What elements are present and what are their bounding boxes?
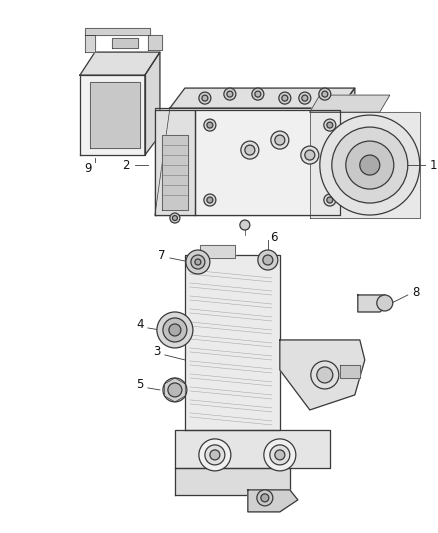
Circle shape bbox=[264, 439, 296, 471]
Polygon shape bbox=[340, 365, 360, 378]
Circle shape bbox=[324, 194, 336, 206]
Circle shape bbox=[317, 367, 333, 383]
Polygon shape bbox=[80, 52, 160, 75]
Circle shape bbox=[252, 88, 264, 100]
Polygon shape bbox=[85, 28, 150, 35]
Circle shape bbox=[301, 146, 319, 164]
Circle shape bbox=[204, 194, 216, 206]
Polygon shape bbox=[162, 135, 188, 210]
Circle shape bbox=[324, 119, 336, 131]
Circle shape bbox=[271, 131, 289, 149]
Circle shape bbox=[270, 445, 290, 465]
Circle shape bbox=[327, 197, 333, 203]
Circle shape bbox=[302, 95, 308, 101]
Polygon shape bbox=[340, 88, 355, 215]
Polygon shape bbox=[148, 35, 162, 50]
Circle shape bbox=[261, 494, 269, 502]
Polygon shape bbox=[280, 340, 365, 410]
Circle shape bbox=[241, 141, 259, 159]
Circle shape bbox=[377, 295, 393, 311]
Polygon shape bbox=[170, 88, 355, 108]
Circle shape bbox=[360, 155, 380, 175]
Circle shape bbox=[311, 361, 339, 389]
Text: 3: 3 bbox=[154, 345, 161, 359]
Circle shape bbox=[199, 92, 211, 104]
Circle shape bbox=[322, 91, 328, 97]
Circle shape bbox=[258, 250, 278, 270]
Text: 6: 6 bbox=[270, 230, 277, 244]
Circle shape bbox=[163, 318, 187, 342]
Circle shape bbox=[279, 92, 291, 104]
Polygon shape bbox=[310, 112, 420, 218]
Text: 9: 9 bbox=[84, 161, 92, 174]
Circle shape bbox=[275, 135, 285, 145]
Circle shape bbox=[204, 119, 216, 131]
Circle shape bbox=[327, 122, 333, 128]
Circle shape bbox=[173, 215, 177, 221]
Text: 4: 4 bbox=[136, 318, 144, 332]
Polygon shape bbox=[195, 110, 340, 215]
Text: 8: 8 bbox=[412, 286, 419, 300]
Circle shape bbox=[320, 115, 420, 215]
Polygon shape bbox=[155, 110, 195, 215]
Circle shape bbox=[186, 250, 210, 274]
Text: 7: 7 bbox=[159, 248, 166, 262]
Circle shape bbox=[163, 378, 187, 402]
Text: 5: 5 bbox=[137, 378, 144, 391]
Circle shape bbox=[202, 95, 208, 101]
Circle shape bbox=[191, 255, 205, 269]
Circle shape bbox=[319, 88, 331, 100]
Circle shape bbox=[169, 324, 181, 336]
Polygon shape bbox=[80, 75, 145, 155]
Polygon shape bbox=[175, 468, 290, 495]
Circle shape bbox=[257, 490, 273, 506]
Polygon shape bbox=[155, 108, 340, 215]
Polygon shape bbox=[85, 35, 95, 52]
Text: 2: 2 bbox=[123, 158, 130, 172]
Circle shape bbox=[263, 255, 273, 265]
Circle shape bbox=[157, 312, 193, 348]
Circle shape bbox=[168, 383, 182, 397]
Polygon shape bbox=[175, 430, 330, 468]
Polygon shape bbox=[248, 490, 298, 512]
Circle shape bbox=[305, 150, 315, 160]
Circle shape bbox=[227, 91, 233, 97]
Circle shape bbox=[207, 197, 213, 203]
Circle shape bbox=[255, 91, 261, 97]
Polygon shape bbox=[90, 82, 140, 148]
Circle shape bbox=[210, 450, 220, 460]
Circle shape bbox=[205, 445, 225, 465]
Circle shape bbox=[224, 88, 236, 100]
Circle shape bbox=[195, 259, 201, 265]
Circle shape bbox=[240, 220, 250, 230]
Circle shape bbox=[332, 127, 408, 203]
Circle shape bbox=[299, 92, 311, 104]
Polygon shape bbox=[145, 52, 160, 155]
Polygon shape bbox=[310, 95, 390, 112]
Circle shape bbox=[199, 439, 231, 471]
Polygon shape bbox=[200, 245, 235, 258]
Circle shape bbox=[282, 95, 288, 101]
Text: 1: 1 bbox=[430, 158, 437, 172]
Circle shape bbox=[346, 141, 394, 189]
Circle shape bbox=[275, 450, 285, 460]
Polygon shape bbox=[358, 295, 392, 312]
Circle shape bbox=[207, 122, 213, 128]
Polygon shape bbox=[185, 255, 280, 430]
Polygon shape bbox=[112, 38, 138, 48]
Circle shape bbox=[170, 213, 180, 223]
Circle shape bbox=[245, 145, 255, 155]
